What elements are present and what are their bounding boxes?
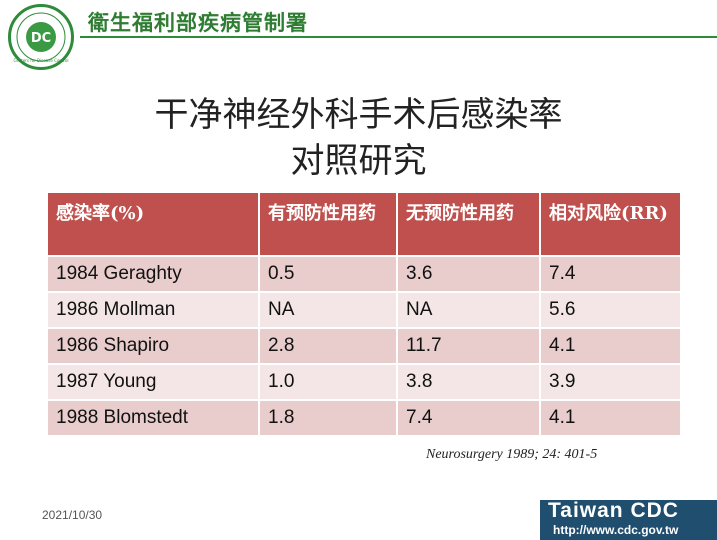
org-name: 衛生福利部疾病管制署 — [88, 11, 308, 35]
table-cell: 1988 Blomstedt — [48, 399, 260, 435]
column-header-relative-risk: 相对风险(RR) — [541, 193, 680, 255]
table-cell: 4.1 — [541, 327, 680, 363]
slide-date: 2021/10/30 — [42, 508, 103, 522]
table-cell: NA — [260, 291, 398, 327]
table-cell: 4.1 — [541, 399, 680, 435]
title-line-2: 对照研究 — [290, 141, 427, 181]
table-cell: 7.4 — [541, 255, 680, 291]
logo-seal-icon: DC Centers for Disease Control — [13, 12, 69, 63]
table-cell: 1987 Young — [48, 363, 260, 399]
header: DC Centers for Disease Control 衛生福利部疾病管制… — [0, 0, 717, 70]
column-header-with-prophylaxis: 有预防性用药 — [260, 193, 398, 255]
table-cell: 3.6 — [398, 255, 541, 291]
table-row: 1987 Young 1.0 3.8 3.9 — [48, 363, 680, 399]
column-header-without-prophylaxis: 无预防性用药 — [398, 193, 541, 255]
table-cell: NA — [398, 291, 541, 327]
table-cell: 3.8 — [398, 363, 541, 399]
infection-rate-table: 感染率(%) 有预防性用药 无预防性用药 相对风险(RR) 1984 Gerag… — [48, 193, 680, 435]
logo-caption: Centers for Disease Control — [13, 58, 68, 63]
table-row: 1986 Mollman NA NA 5.6 — [48, 291, 680, 327]
table-header-row: 感染率(%) 有预防性用药 无预防性用药 相对风险(RR) — [48, 193, 680, 255]
table-cell: 1.8 — [260, 399, 398, 435]
table-row: 1988 Blomstedt 1.8 7.4 4.1 — [48, 399, 680, 435]
table-cell: 1986 Mollman — [48, 291, 260, 327]
table-cell: 5.6 — [541, 291, 680, 327]
table-cell: 2.8 — [260, 327, 398, 363]
table-cell: 1.0 — [260, 363, 398, 399]
table-cell: 3.9 — [541, 363, 680, 399]
column-header-rate: 感染率(%) — [48, 193, 260, 255]
slide-title: 干净神经外科手术后感染率 对照研究 — [0, 92, 717, 184]
footer-brand-bar — [540, 500, 717, 540]
title-line-1: 干净神经外科手术后感染率 — [154, 95, 563, 135]
table-cell: 1984 Geraghty — [48, 255, 260, 291]
citation: Neurosurgery 1989; 24: 401-5 — [426, 447, 598, 462]
table-row: 1984 Geraghty 0.5 3.6 7.4 — [48, 255, 680, 291]
footer-brand: Taiwan CDC — [548, 499, 679, 522]
table-cell: 11.7 — [398, 327, 541, 363]
header-divider — [80, 36, 717, 38]
table-row: 1986 Shapiro 2.8 11.7 4.1 — [48, 327, 680, 363]
table-cell: 0.5 — [260, 255, 398, 291]
logo-letters: DC — [31, 31, 51, 46]
footer-url: http://www.cdc.gov.tw — [553, 523, 679, 537]
cdc-logo: DC Centers for Disease Control — [8, 4, 74, 70]
table-cell: 7.4 — [398, 399, 541, 435]
table-cell: 1986 Shapiro — [48, 327, 260, 363]
